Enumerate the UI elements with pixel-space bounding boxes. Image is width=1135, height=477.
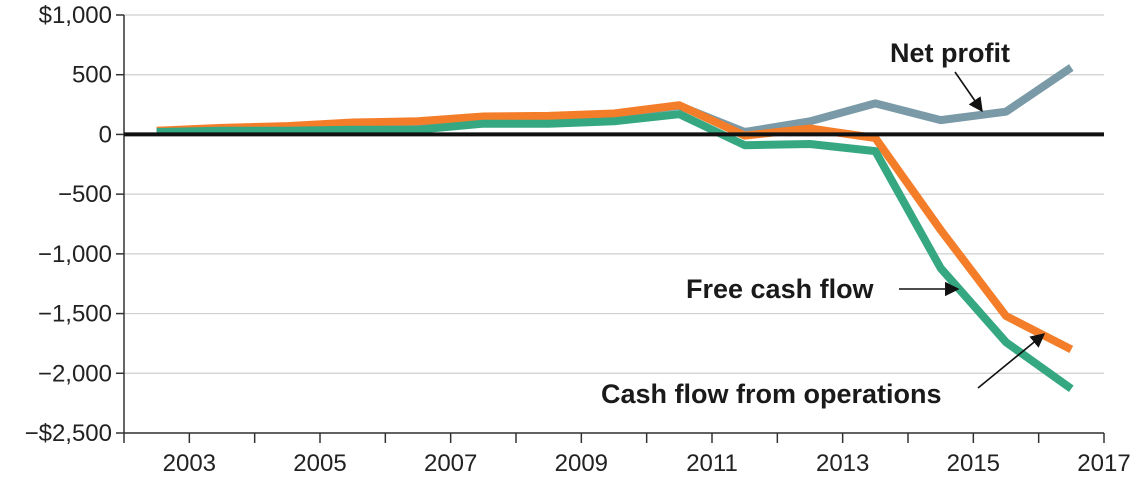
y-tick-label-6: −2,000 [38, 360, 112, 387]
x-tick-label-5: 2013 [816, 450, 869, 477]
annotation-net-profit: Net profit [890, 38, 1010, 68]
x-tick-label-3: 2009 [555, 450, 608, 477]
annotation-free-cash-flow: Free cash flow [686, 274, 875, 304]
x-tick-label-0: 2003 [163, 450, 216, 477]
x-tick-label-6: 2015 [947, 450, 1000, 477]
y-tick-label-0: $1,000 [39, 2, 112, 29]
x-tick-label-4: 2011 [686, 450, 738, 477]
x-tick-label-1: 2005 [293, 450, 346, 477]
arrow-net-profit [954, 71, 983, 113]
annotation-cash-flow-from-operations: Cash flow from operations [601, 379, 942, 409]
y-tick-label-3: −500 [58, 181, 112, 208]
series-line-cash_flow_from_operations [156, 110, 1074, 393]
x-tick-label-7: 2017 [1077, 450, 1130, 477]
annotations: Net profit Free cash flow Cash flow from o… [601, 38, 1046, 409]
series-lines [124, 64, 1104, 393]
x-tick-label-2: 2007 [424, 450, 477, 477]
axes: $1,000 500 0 −500 −1,000 −1,500 −2,000 −$2,500 2… [25, 2, 1131, 477]
series-line-free_cash_flow [156, 101, 1074, 353]
gridlines [124, 14, 1104, 434]
y-tick-label-1: 500 [72, 62, 112, 89]
y-tick-label-7: −$2,500 [25, 420, 112, 447]
y-tick-label-5: −1,500 [38, 301, 112, 328]
y-tick-label-4: −1,000 [38, 241, 112, 268]
y-tick-label-2: 0 [99, 121, 112, 148]
arrow-cash-flow-from-operations [977, 333, 1046, 389]
